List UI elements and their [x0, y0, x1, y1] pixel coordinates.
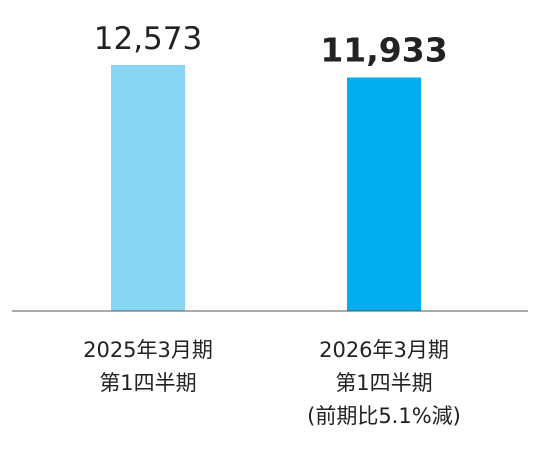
- category-label-1-line-0: 2026年3月期: [319, 338, 449, 362]
- value-label-1: 11,933: [320, 31, 447, 70]
- value-labels-group: 12,573 11,933: [94, 21, 448, 70]
- bar-1: [347, 77, 421, 312]
- category-label-1-line-1: 第1四半期: [335, 371, 432, 395]
- value-label-0: 12,573: [94, 21, 202, 57]
- bars-group: [111, 65, 421, 312]
- bar-0: [111, 65, 185, 311]
- category-label-0-line-1: 第1四半期: [99, 371, 196, 395]
- category-label-0-line-0: 2025年3月期: [83, 338, 213, 362]
- category-label-1-line-2: (前期比5.1%減): [307, 404, 461, 428]
